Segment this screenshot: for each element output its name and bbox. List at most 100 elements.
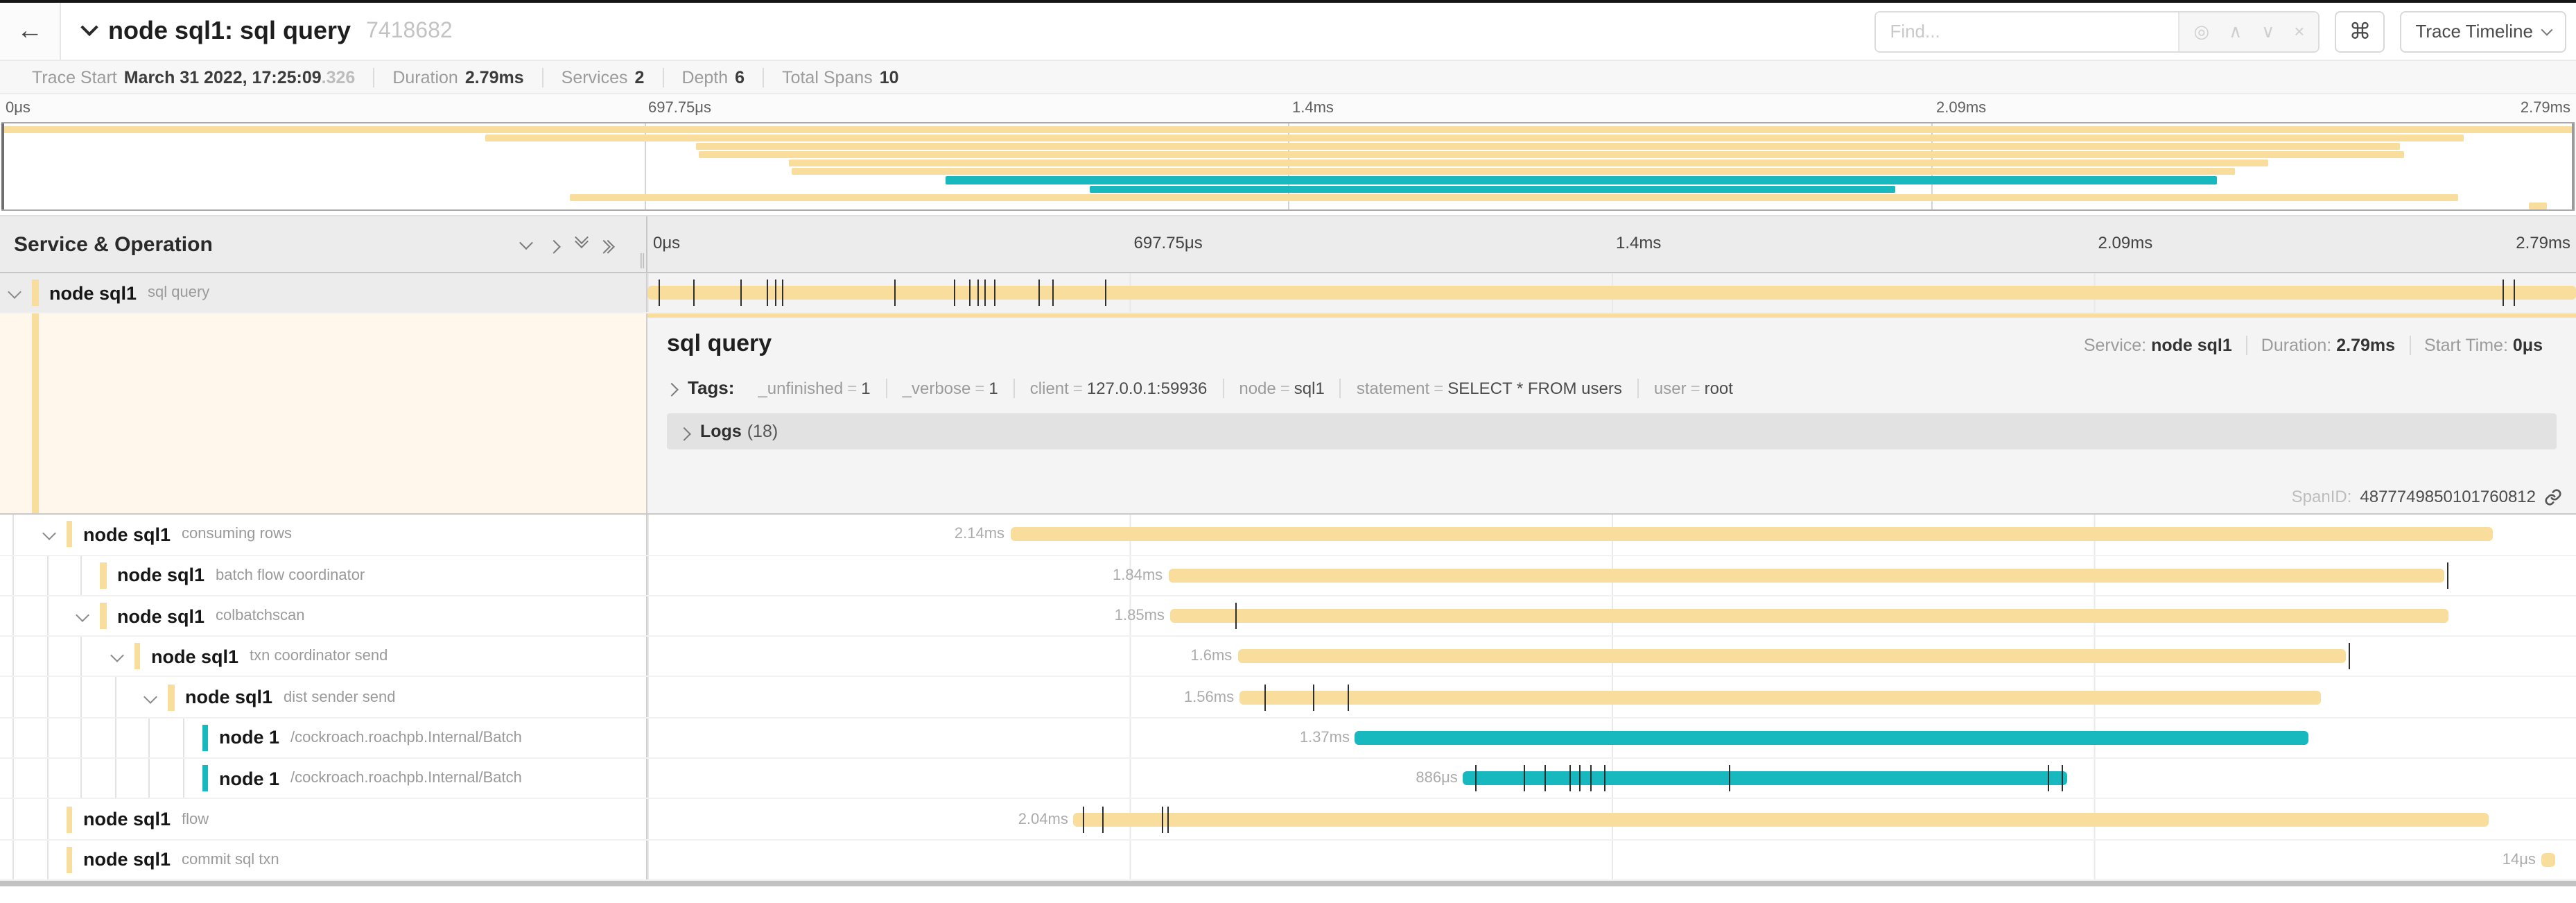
- horizontal-scrollbar[interactable]: [0, 880, 2576, 886]
- find-box: ◎ ∧ ∨ ×: [1874, 10, 2320, 52]
- tree-chevron-down-icon[interactable]: [8, 285, 21, 300]
- minimap-tick-label: 1.4ms: [1292, 100, 1334, 117]
- span-bar-cell[interactable]: 1.84ms: [647, 556, 2576, 595]
- span-tree-cell[interactable]: node sql1 consuming rows: [0, 515, 647, 555]
- span-color-bar: [168, 684, 174, 711]
- span-bar[interactable]: [1010, 527, 2494, 542]
- view-selector-button[interactable]: Trace Timeline: [2400, 10, 2566, 52]
- tree-chevron-down-icon[interactable]: [110, 648, 123, 663]
- trace-title-chevron-down-icon[interactable]: [80, 18, 98, 37]
- span-service-name: node 1: [219, 768, 280, 789]
- span-tree-cell[interactable]: node sql1 dist sender send: [0, 677, 647, 717]
- span-color-stripe: [32, 313, 38, 514]
- link-icon[interactable]: [2544, 488, 2562, 506]
- tags-row[interactable]: Tags: _unfinished = 1 _verbose = 1 client = 127.…: [665, 377, 2557, 399]
- span-bar[interactable]: [1073, 812, 2489, 827]
- span-row[interactable]: node 1/cockroach.roachpb.Internal/Batch 1…: [0, 718, 2576, 759]
- span-row[interactable]: node sql1 sql query: [0, 273, 2576, 314]
- keyboard-shortcuts-button[interactable]: ⌘: [2335, 10, 2385, 52]
- span-color-bar: [32, 280, 38, 307]
- span-tree-cell[interactable]: node 1/cockroach.roachpb.Internal/Batch: [0, 718, 647, 758]
- span-bar[interactable]: [1169, 609, 2449, 624]
- span-bar-cell[interactable]: 2.14ms: [647, 515, 2576, 555]
- span-bar[interactable]: [2541, 852, 2555, 867]
- span-row[interactable]: node sql1 flow 2.04ms: [0, 799, 2576, 841]
- span-service-name: node sql1: [83, 809, 171, 830]
- span-color-bar: [100, 603, 106, 630]
- collapse-all-double-chevron-down-icon[interactable]: [575, 230, 589, 249]
- minimap-span-bar: [1090, 185, 1895, 193]
- expand-all-double-chevron-right-icon[interactable]: [597, 239, 615, 253]
- indent-guide: [46, 759, 48, 798]
- span-bar[interactable]: [1239, 690, 2322, 705]
- timeline-minimap: 0μs 697.75μs 1.4ms 2.09ms 2.79ms: [0, 94, 2576, 211]
- span-row[interactable]: node sql1 dist sender send 1.56ms: [0, 677, 2576, 719]
- tag-pill[interactable]: node = sql1: [1222, 378, 1339, 398]
- span-tree-cell[interactable]: node sql1 batch flow coordinator: [0, 556, 647, 595]
- header-actions: ◎ ∧ ∨ × ⌘ Trace Timeline: [1874, 10, 2566, 52]
- tag-pill[interactable]: user = root: [1637, 378, 1748, 398]
- trace-title-group[interactable]: node sql1: sql query 7418682: [80, 17, 453, 46]
- collapse-one-chevron-down-icon[interactable]: [519, 235, 533, 250]
- minimap-right-drag-handle[interactable]: [2572, 123, 2575, 209]
- span-row[interactable]: node sql1 batch flow coordinator 1.84ms: [0, 556, 2576, 596]
- span-row[interactable]: node sql1 consuming rows 2.14ms: [0, 515, 2576, 556]
- span-bar-cell[interactable]: [647, 273, 2576, 313]
- span-bar[interactable]: [1463, 771, 2067, 786]
- span-tree-cell[interactable]: node sql1 commit sql txn: [0, 840, 647, 879]
- tree-chevron-down-icon[interactable]: [76, 608, 89, 622]
- span-row[interactable]: node sql1 colbatchscan 1.85ms: [0, 596, 2576, 637]
- column-resize-handle[interactable]: ∥: [638, 252, 647, 269]
- span-bar[interactable]: [647, 286, 2576, 300]
- span-bar-cell[interactable]: 2.04ms: [647, 799, 2576, 839]
- tag-pill[interactable]: _unfinished = 1: [742, 379, 885, 398]
- prev-match-chevron-up-icon[interactable]: ∧: [2229, 20, 2243, 41]
- tag-pill[interactable]: statement = SELECT * FROM users: [1339, 378, 1637, 398]
- tags-label: Tags:: [688, 377, 735, 399]
- minimap-span-bar: [2528, 202, 2547, 210]
- span-row[interactable]: node sql1 commit sql txn 14μs: [0, 840, 2576, 881]
- span-tree-cell[interactable]: node sql1 txn coordinator send: [0, 637, 647, 676]
- find-input[interactable]: [1876, 12, 2179, 51]
- indent-guide: [12, 637, 14, 676]
- span-tree-cell[interactable]: node 1/cockroach.roachpb.Internal/Batch: [0, 759, 647, 798]
- clear-search-icon[interactable]: ×: [2294, 21, 2305, 42]
- span-tree-cell[interactable]: node sql1 flow: [0, 799, 647, 839]
- expand-collapse-controls: [519, 230, 615, 253]
- logs-toggle[interactable]: Logs (18): [667, 413, 2557, 450]
- span-duration: Duration: 2.79ms: [2245, 336, 2409, 356]
- span-color-bar: [66, 806, 72, 833]
- span-bar-cell[interactable]: 1.6ms: [647, 637, 2576, 676]
- indent-guide: [182, 759, 184, 798]
- span-bar[interactable]: [1355, 730, 2308, 745]
- minimap-left-drag-handle[interactable]: [1, 123, 4, 209]
- minimap-canvas[interactable]: [1, 122, 2575, 211]
- span-row[interactable]: node 1/cockroach.roachpb.Internal/Batch 8…: [0, 759, 2576, 800]
- span-row[interactable]: node sql1 txn coordinator send 1.6ms: [0, 637, 2576, 678]
- span-tree-cell[interactable]: node sql1 colbatchscan: [0, 596, 647, 636]
- minimap-span-bar: [485, 134, 2464, 141]
- span-operation-name: consuming rows: [182, 526, 292, 543]
- span-bar-cell[interactable]: 1.56ms: [647, 677, 2576, 717]
- tree-chevron-down-icon[interactable]: [143, 689, 157, 704]
- span-bar[interactable]: [1168, 568, 2445, 583]
- tag-pill[interactable]: _verbose = 1: [885, 378, 1013, 398]
- locate-icon[interactable]: ◎: [2193, 20, 2210, 41]
- back-button[interactable]: ←: [0, 3, 61, 60]
- tag-equals: =: [1690, 378, 1700, 398]
- minimap-span-bar: [1, 126, 2575, 133]
- tag-pill[interactable]: client = 127.0.0.1:59936: [1013, 378, 1223, 398]
- span-tree-cell[interactable]: node sql1 sql query: [0, 273, 647, 313]
- expand-one-chevron-right-icon[interactable]: [547, 239, 561, 253]
- span-bar-cell[interactable]: 886μs: [647, 759, 2576, 798]
- tree-chevron-down-icon[interactable]: [42, 526, 55, 541]
- span-color-bar: [100, 562, 106, 589]
- span-bar-cell[interactable]: 14μs: [647, 840, 2576, 879]
- span-bar-cell[interactable]: 1.85ms: [647, 596, 2576, 636]
- log-marker: [2061, 765, 2063, 792]
- tag-key: node: [1239, 378, 1276, 398]
- span-bar[interactable]: [1237, 649, 2347, 664]
- next-match-chevron-down-icon[interactable]: ∨: [2261, 20, 2275, 41]
- ruler-tick-label: 1.4ms: [1616, 233, 1662, 252]
- span-bar-cell[interactable]: 1.37ms: [647, 718, 2576, 758]
